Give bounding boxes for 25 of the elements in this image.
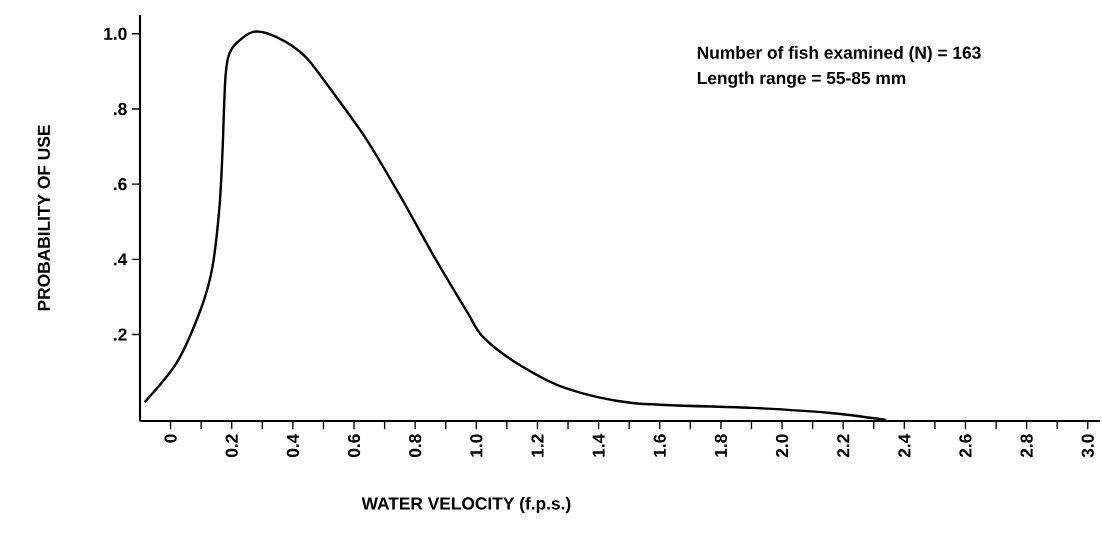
annotation: Length range = 55-85 mm: [697, 71, 906, 88]
x-tick-label: 1.0: [470, 434, 483, 457]
x-tick-label: 0.2: [225, 434, 238, 458]
x-tick-label: 2.4: [898, 433, 911, 458]
x-tick-label: 0.8: [409, 434, 422, 458]
x-tick-label: 1.4: [592, 433, 605, 457]
x-tick-label: 0.6: [347, 434, 361, 458]
x-tick-label: 1.8: [714, 434, 728, 457]
y-axis-title: PROBABILITY OF USE: [37, 125, 50, 311]
y-tick-label: .8: [114, 102, 127, 116]
x-tick-label: 3.0: [1081, 434, 1094, 458]
x-tick-label: 1.6: [653, 434, 666, 457]
y-tick-label: .4: [114, 253, 128, 266]
x-tick-label: 2.8: [1020, 434, 1033, 458]
y-tick-label: .6: [114, 178, 127, 191]
x-tick-label: 2.0: [775, 434, 789, 458]
y-tick-label: 1.0: [104, 27, 127, 40]
x-tick-label: 2.6: [959, 434, 972, 458]
x-axis-title: WATER VELOCITY (f.p.s.): [361, 496, 571, 514]
x-tick-label: 2.2: [837, 434, 850, 458]
x-tick-label: 0: [164, 434, 177, 443]
y-tick-label: .2: [114, 328, 127, 341]
annotation: Number of fish examined (N) = 163: [697, 46, 981, 63]
x-tick-label: 1.2: [531, 434, 544, 457]
x-tick-label: 0.4: [286, 433, 300, 458]
